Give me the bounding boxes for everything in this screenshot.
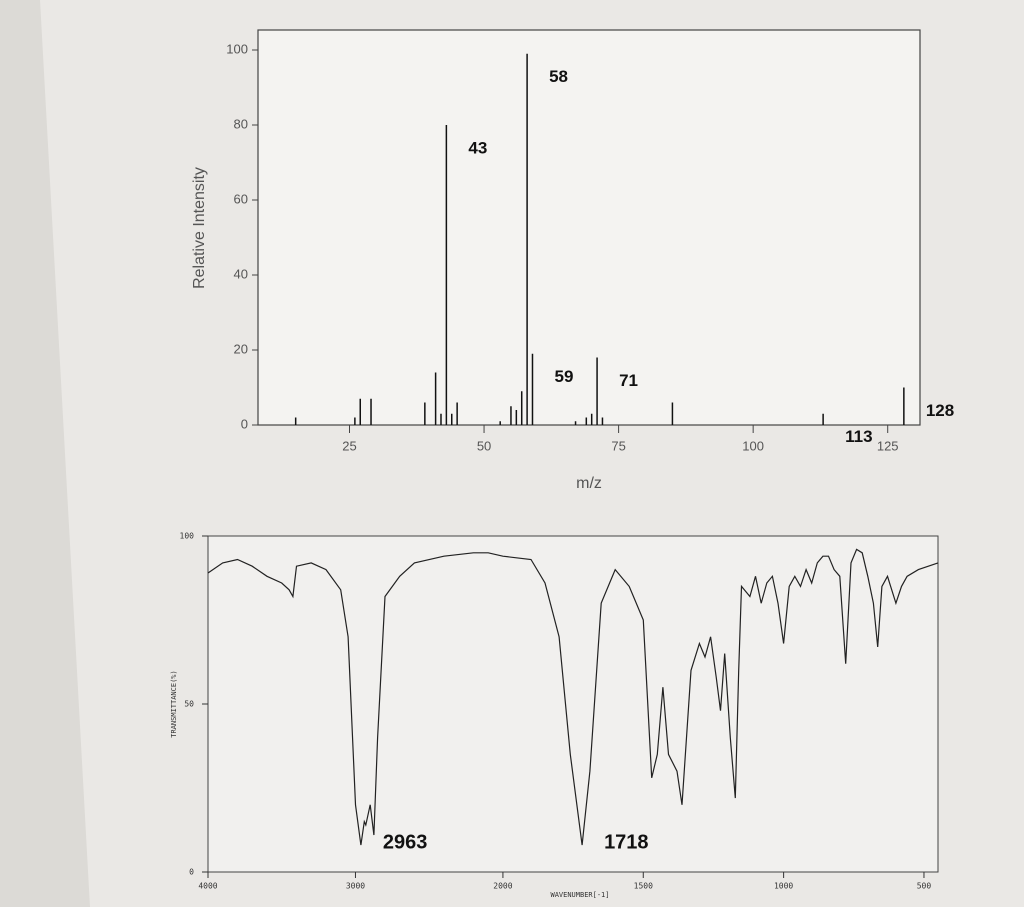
x-tick-label: 3000 [346,882,365,891]
y-tick-label: 60 [234,191,248,206]
x-tick-label: 100 [742,438,764,453]
peak-label: 59 [554,367,573,386]
y-tick-label: 0 [241,416,248,431]
peak-label: 43 [468,138,487,157]
y-tick-label: 40 [234,266,248,281]
x-tick-label: 2000 [493,882,512,891]
y-tick-label: 20 [234,341,248,356]
x-tick-label: 50 [477,438,491,453]
y-tick-label: 50 [184,700,194,709]
ir-frame [207,535,939,873]
peak-annotation: 2963 [383,831,428,853]
peak-label: 71 [619,371,638,390]
peak-label: 58 [549,67,568,86]
ms-frame [257,29,921,426]
peak-label: 113 [845,427,872,446]
ms-y-label: Relative Intensity [191,167,208,289]
ir-x-label: WAVENUMBER[-1] [550,891,609,899]
y-tick-label: 80 [234,116,248,131]
peak-label: 128 [926,401,954,420]
x-tick-label: 25 [342,438,356,453]
y-tick-label: 100 [226,41,248,56]
x-tick-label: 4000 [198,882,217,891]
x-tick-label: 1500 [634,882,653,891]
ms-x-label: m/z [576,475,602,492]
x-tick-label: 125 [877,438,899,453]
y-tick-label: 0 [189,868,194,877]
y-tick-label: 100 [180,532,195,541]
ir-y-label: TRANSMITTANCE(%) [170,670,178,737]
spectrum-line [207,548,939,846]
x-tick-label: 1000 [774,882,793,891]
x-tick-label: 500 [917,882,932,891]
x-tick-label: 75 [611,438,625,453]
peak-annotation: 1718 [604,831,649,853]
